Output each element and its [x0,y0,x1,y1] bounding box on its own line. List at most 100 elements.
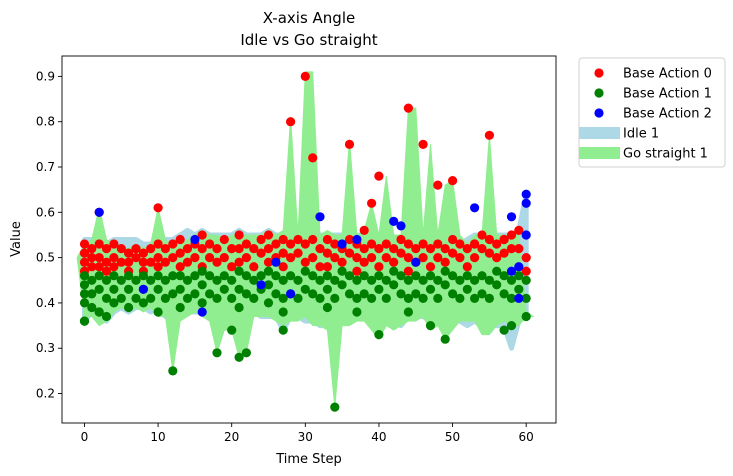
point-series-0 [101,257,112,267]
point-series-1 [506,275,517,285]
point-series-0 [315,262,325,272]
point-series-0 [271,239,281,249]
point-series-1 [271,289,281,299]
point-series-0 [521,266,531,276]
point-series-1 [462,271,472,281]
point-series-1 [109,298,119,308]
point-series-0 [124,248,134,258]
point-series-0 [440,244,450,254]
point-series-0 [308,253,318,263]
point-series-1 [381,293,391,303]
point-series-0 [87,262,97,272]
point-series-0 [506,244,517,254]
point-series-2 [470,203,480,213]
point-series-0 [116,244,126,254]
point-series-0 [131,244,141,254]
point-series-1 [315,275,325,285]
point-series-1 [278,275,288,285]
point-series-1 [160,275,170,285]
point-series-1 [381,275,391,285]
point-series-1 [344,271,355,281]
point-series-0 [506,230,517,240]
point-series-1 [367,275,377,285]
point-series-0 [286,253,296,263]
point-series-1 [425,271,436,281]
point-series-0 [514,225,524,235]
point-series-0 [418,253,428,263]
x-axis: 0 10 20 30 40 50 60 [81,423,534,444]
point-series-1 [484,275,494,285]
point-series-1 [234,266,244,276]
point-series-0 [263,230,274,240]
point-series-1 [293,293,303,303]
legend-label: Base Action 2 [623,107,712,122]
y-tick-label: 0.7 [36,160,55,174]
legend-label: Go straight 1 [623,147,708,162]
point-series-1 [79,289,90,299]
legend: Base Action 0 Base Action 1 Base Action 2 I… [578,57,726,168]
point-series-0 [448,176,458,186]
point-series-1 [197,280,207,290]
point-series-0 [381,239,391,249]
point-series-1 [219,284,229,294]
point-series-2 [190,234,200,245]
point-series-1 [197,298,207,308]
point-series-0 [374,244,384,254]
point-series-1 [300,266,310,276]
point-series-0 [219,234,229,245]
point-series-1 [271,271,281,281]
point-series-1 [352,293,362,303]
point-series-0 [499,248,509,258]
point-series-2 [521,189,531,199]
point-series-1 [263,298,274,308]
y-axis-title: Value [9,221,24,257]
point-series-2 [514,262,524,272]
point-series-1 [124,284,134,294]
point-series-0 [499,234,509,245]
point-series-0 [425,262,436,272]
point-series-1 [160,293,170,303]
point-series-0 [205,253,215,263]
x-tick-label: 30 [298,430,313,444]
point-series-0 [101,266,112,276]
point-series-1 [101,275,112,285]
point-series-1 [433,293,443,303]
point-series-2 [506,212,517,222]
point-series-0 [101,244,112,254]
legend-frame [578,57,726,168]
point-series-1 [330,402,340,412]
point-series-1 [256,271,266,281]
point-series-1 [212,293,222,303]
point-series-1 [330,275,340,285]
point-series-0 [308,153,318,163]
point-series-1 [514,271,524,281]
legend-marker [594,68,604,78]
point-series-2 [514,293,524,303]
point-series-1 [131,293,141,303]
point-series-1 [168,271,178,281]
point-series-1 [249,293,259,303]
point-series-1 [241,348,251,358]
point-series-1 [374,284,384,294]
y-tick-label: 0.2 [36,387,55,401]
point-series-0 [263,244,274,254]
point-series-1 [330,293,340,303]
point-series-1 [425,284,436,294]
point-series-0 [94,253,104,263]
point-series-1 [455,293,465,303]
point-series-1 [308,271,318,281]
point-series-1 [425,321,436,331]
point-series-1 [175,284,185,294]
point-series-2 [256,280,266,290]
point-series-1 [418,275,428,285]
point-series-0 [514,244,524,254]
point-series-1 [411,289,421,299]
point-series-0 [175,262,185,272]
point-series-0 [448,248,458,258]
plot-area [61,55,557,424]
point-series-1 [241,289,251,299]
point-series-0 [433,180,443,190]
point-series-1 [182,293,193,303]
point-series-1 [374,330,384,340]
